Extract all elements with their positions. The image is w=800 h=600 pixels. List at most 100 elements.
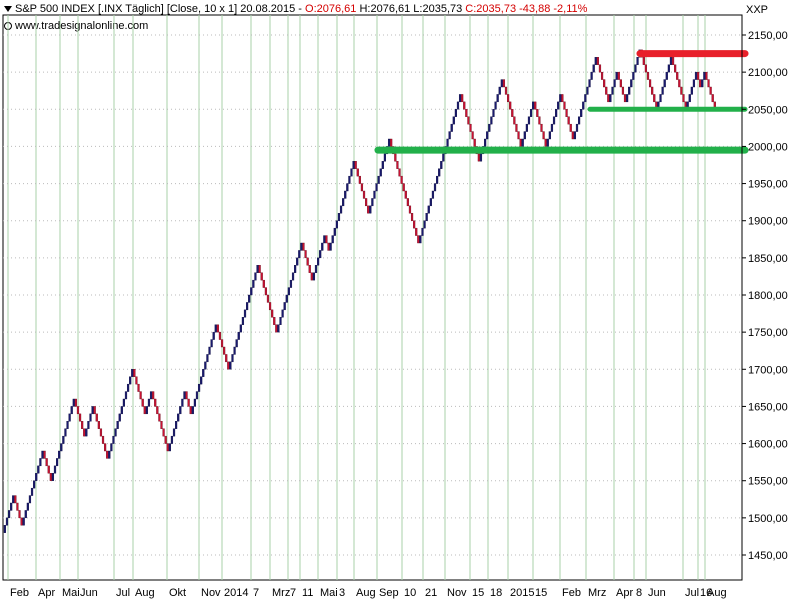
renko-up-box bbox=[427, 205, 430, 214]
x-tick-label: 8 bbox=[636, 587, 642, 599]
renko-up-box bbox=[170, 435, 174, 444]
x-tick-label: 21 bbox=[425, 587, 437, 599]
renko-up-box bbox=[575, 123, 579, 132]
renko-down-box bbox=[262, 279, 265, 288]
chart-header: S&P 500 INDEX [.INX Täglich] [Close, 10 … bbox=[4, 3, 587, 15]
y-tick-label: 2100,00 bbox=[748, 67, 788, 79]
renko-down-box bbox=[571, 131, 574, 140]
renko-up-box bbox=[26, 502, 29, 511]
renko-up-box bbox=[70, 406, 73, 415]
renko-up-box bbox=[661, 86, 664, 95]
renko-up-box bbox=[72, 398, 75, 407]
renko-down-box bbox=[189, 406, 192, 415]
renko-down-box bbox=[166, 443, 169, 452]
renko-up-box bbox=[193, 398, 196, 407]
high-value: H:2076,61 bbox=[359, 3, 411, 15]
renko-up-box bbox=[89, 413, 92, 422]
renko-down-box bbox=[154, 398, 157, 407]
renko-up-box bbox=[329, 242, 332, 251]
renko-down-box bbox=[258, 265, 261, 273]
renko-up-box bbox=[665, 71, 668, 80]
renko-up-box bbox=[129, 376, 132, 385]
renko-down-box bbox=[410, 213, 414, 221]
renko-up-box bbox=[423, 220, 426, 229]
renko-down-box bbox=[469, 123, 472, 132]
renko-down-box bbox=[394, 153, 397, 162]
renko-down-box bbox=[74, 398, 77, 407]
renko-up-box bbox=[110, 443, 113, 452]
renko-up-box bbox=[114, 428, 117, 437]
renko-up-box bbox=[609, 94, 612, 103]
renko-up-box bbox=[486, 131, 489, 140]
renko-down-box bbox=[511, 109, 514, 117]
renko-down-box bbox=[676, 71, 679, 80]
renko-down-box bbox=[164, 435, 167, 444]
renko-down-box bbox=[711, 94, 714, 103]
renko-down-box bbox=[678, 79, 681, 88]
renko-down-box bbox=[707, 79, 710, 88]
dropdown-arrow-icon[interactable] bbox=[4, 6, 12, 13]
low-value: L:2035,73 bbox=[413, 3, 463, 15]
x-tick-label: Feb bbox=[10, 587, 29, 599]
renko-up-box bbox=[235, 339, 238, 348]
renko-up-box bbox=[586, 86, 589, 95]
renko-up-box bbox=[448, 131, 451, 140]
x-tick-label: Okt bbox=[169, 587, 186, 599]
renko-up-box bbox=[145, 406, 148, 415]
renko-up-box bbox=[12, 495, 15, 504]
renko-up-box bbox=[53, 465, 57, 474]
x-tick-label: 16 bbox=[700, 587, 712, 599]
renko-up-box bbox=[24, 510, 27, 519]
renko-down-box bbox=[260, 272, 263, 281]
y-tick-label: 1700,00 bbox=[748, 364, 788, 376]
renko-up-box bbox=[484, 138, 487, 147]
renko-up-box bbox=[333, 227, 336, 236]
x-tick-label: 2015 bbox=[510, 587, 534, 599]
y-tick-label: 2000,00 bbox=[748, 141, 788, 153]
x-tick-label: Apr bbox=[616, 587, 633, 599]
renko-up-box bbox=[279, 317, 282, 325]
renko-up-box bbox=[452, 116, 455, 125]
renko-down-box bbox=[674, 64, 677, 73]
renko-down-box bbox=[619, 79, 622, 88]
renko-up-box bbox=[285, 294, 288, 303]
renko-down-box bbox=[93, 406, 96, 415]
renko-down-box bbox=[504, 86, 508, 95]
renko-up-box bbox=[557, 101, 560, 110]
renko-down-box bbox=[465, 109, 468, 117]
renko-down-box bbox=[367, 205, 370, 214]
renko-up-box bbox=[339, 205, 343, 214]
renko-down-box bbox=[156, 406, 159, 415]
renko-down-box bbox=[158, 413, 161, 422]
renko-up-box bbox=[490, 116, 493, 125]
renko-up-box bbox=[208, 346, 211, 355]
renko-up-box bbox=[231, 354, 234, 363]
y-tick-label: 1950,00 bbox=[748, 179, 788, 191]
renko-down-box bbox=[49, 473, 52, 481]
renko-up-box bbox=[492, 109, 495, 117]
x-tick-label: 7 bbox=[253, 587, 259, 599]
y-tick-label: 2050,00 bbox=[748, 104, 788, 116]
renko-down-box bbox=[697, 71, 700, 80]
renko-up-box bbox=[521, 138, 524, 147]
renko-down-box bbox=[20, 517, 23, 526]
renko-up-box bbox=[314, 265, 318, 273]
renko-up-box bbox=[56, 458, 59, 467]
renko-up-box bbox=[116, 421, 119, 429]
renko-down-box bbox=[519, 138, 522, 147]
renko-down-box bbox=[406, 198, 409, 207]
renko-up-box bbox=[577, 116, 581, 125]
renko-up-box bbox=[377, 175, 380, 184]
renko-down-box bbox=[354, 161, 357, 169]
renko-up-box bbox=[281, 309, 284, 318]
renko-up-box bbox=[197, 383, 201, 392]
renko-down-box bbox=[266, 294, 270, 303]
x-tick-label: Nov bbox=[447, 587, 467, 599]
symbol-info: S&P 500 INDEX [.INX Täglich] [Close, 10 … bbox=[15, 3, 306, 15]
renko-up-box bbox=[51, 473, 55, 481]
renko-up-box bbox=[60, 443, 63, 452]
renko-up-box bbox=[552, 116, 556, 125]
x-tick-label: Feb bbox=[562, 587, 581, 599]
renko-up-box bbox=[250, 287, 253, 296]
